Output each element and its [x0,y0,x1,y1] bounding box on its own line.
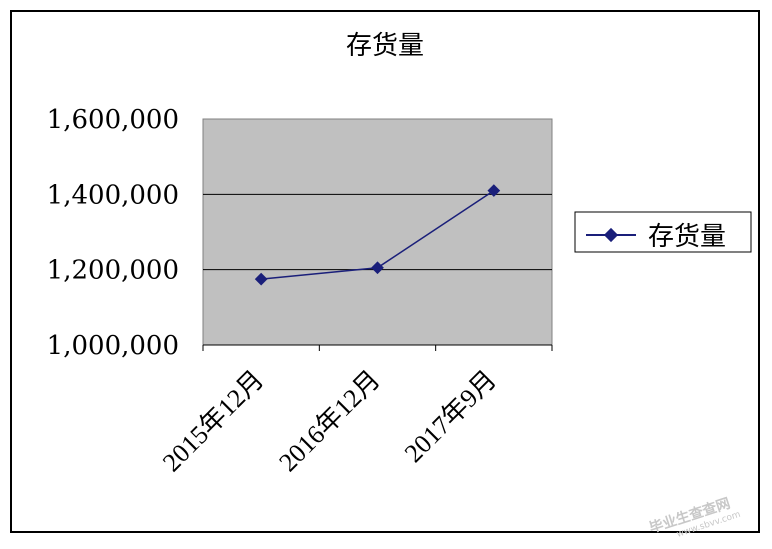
data-point-marker [254,272,268,286]
legend: 存货量 [574,211,752,253]
legend-diamond-icon [603,227,619,243]
legend-label: 存货量 [648,222,726,252]
y-axis-tick-labels: 1,000,000 1,200,000 1,400,000 1,600,000 [47,105,179,361]
x-axis [202,344,553,351]
y-tick-label: 1,200,000 [47,256,179,286]
data-point-marker [487,184,501,197]
plot-area [202,118,553,346]
y-tick-label: 1,400,000 [47,180,179,210]
chart-title: 存货量 [346,31,424,61]
series-markers [254,184,501,286]
data-point-marker [371,261,384,275]
y-tick-label: 1,000,000 [47,331,179,361]
legend-box [574,211,752,253]
y-tick-label: 1,600,000 [47,105,179,135]
